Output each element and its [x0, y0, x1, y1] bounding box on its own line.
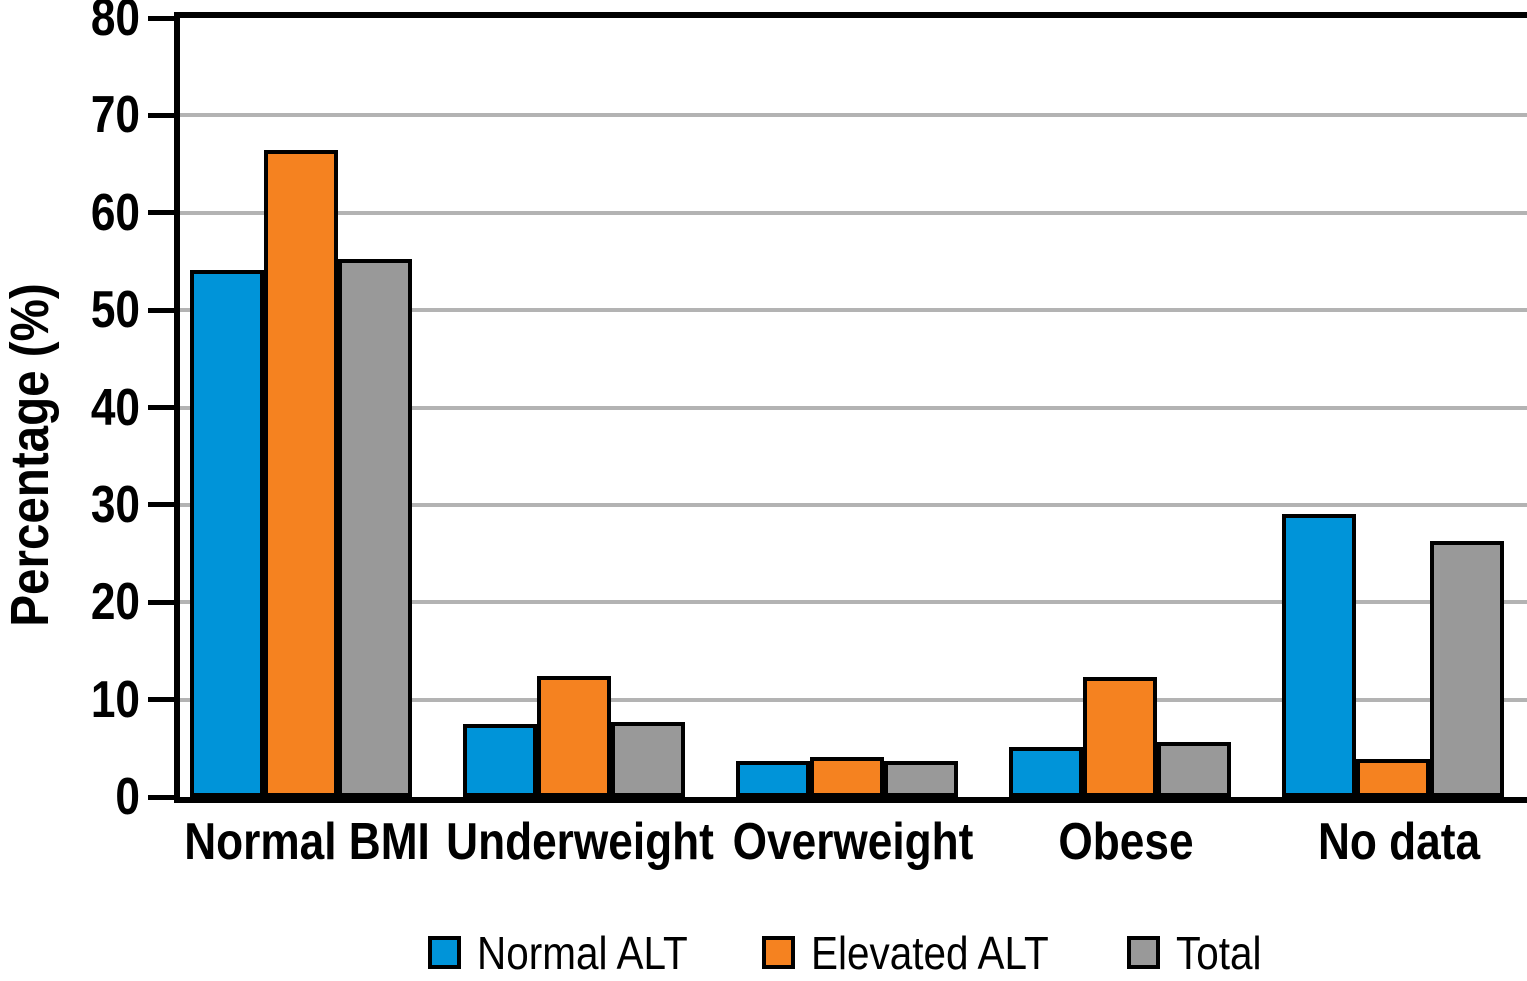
- y-tick-mark-30: [148, 502, 174, 508]
- bar-group-underweight: [463, 676, 685, 797]
- bar-elevated-alt-normal-bmi: [264, 150, 338, 797]
- gridline-60: [180, 210, 1527, 215]
- gridline-20: [180, 600, 1527, 605]
- x-label-underweight: Underweight: [446, 813, 714, 871]
- x-label-normal-bmi: Normal BMI: [184, 813, 430, 871]
- bar-total-obese: [1157, 741, 1231, 797]
- gridline-70: [180, 113, 1527, 118]
- x-label-no-data: No data: [1317, 813, 1481, 871]
- legend-item-total: Total: [1127, 930, 1273, 976]
- bar-normal-alt-underweight: [463, 723, 537, 797]
- bar-normal-alt-obese: [1009, 747, 1083, 797]
- y-tick-mark-40: [148, 405, 174, 410]
- y-tick-label-20: 20: [90, 573, 140, 632]
- bar-elevated-alt-no-data: [1356, 759, 1430, 797]
- y-tick-mark-0: [148, 794, 174, 800]
- bar-total-underweight: [611, 722, 685, 797]
- bar-normal-alt-normal-bmi: [190, 270, 264, 797]
- y-tick-label-80: 80: [90, 0, 140, 47]
- legend-label-elevated-alt: Elevated ALT: [811, 926, 1049, 979]
- y-tick-mark-10: [148, 697, 174, 703]
- y-tick-label-70: 70: [90, 86, 140, 145]
- y-tick-mark-80: [148, 15, 174, 21]
- y-tick-label-0: 0: [115, 768, 140, 826]
- bar-total-normal-bmi: [338, 258, 412, 797]
- bar-group-obese: [1009, 677, 1231, 797]
- bar-total-overweight: [884, 760, 958, 797]
- bar-elevated-alt-overweight: [810, 757, 884, 797]
- gridline-50: [180, 308, 1527, 313]
- y-tick-label-40: 40: [90, 378, 140, 437]
- legend-swatch-total: [1127, 936, 1161, 969]
- y-axis-title: Percentage (%): [0, 283, 60, 627]
- gridline-30: [180, 502, 1527, 507]
- x-label-obese: Obese: [1058, 813, 1194, 871]
- y-tick-mark-60: [148, 210, 174, 216]
- y-tick-label-50: 50: [90, 281, 140, 340]
- bar-normal-alt-overweight: [736, 760, 810, 797]
- gridline-10: [180, 697, 1527, 702]
- bar-elevated-alt-obese: [1083, 677, 1157, 797]
- legend-swatch-normal-alt: [427, 936, 461, 969]
- legend-item-elevated-alt: Elevated ALT: [762, 930, 1081, 976]
- gridline-40: [180, 405, 1527, 410]
- bar-total-no-data: [1430, 540, 1504, 797]
- legend-label-total: Total: [1176, 926, 1262, 979]
- y-tick-label-10: 10: [90, 670, 140, 729]
- y-tick-label-60: 60: [90, 183, 140, 242]
- bar-normal-alt-no-data: [1282, 513, 1356, 797]
- y-tick-mark-50: [148, 307, 174, 313]
- bar-group-normal-bmi: [190, 150, 412, 797]
- legend-swatch-elevated-alt: [762, 936, 796, 969]
- y-tick-mark-20: [148, 599, 174, 605]
- y-tick-label-30: 30: [90, 475, 140, 534]
- bar-elevated-alt-underweight: [537, 676, 611, 797]
- legend-label-normal-alt: Normal ALT: [476, 926, 688, 979]
- y-tick-mark-70: [148, 112, 174, 118]
- legend: Normal ALT Elevated ALT Total: [174, 924, 1527, 981]
- legend-item-normal-alt: Normal ALT: [427, 926, 716, 979]
- bar-group-no-data: [1282, 513, 1504, 797]
- x-label-overweight: Overweight: [732, 813, 974, 871]
- x-axis-labels: Normal BMI Underweight Overweight Obese No d…: [180, 812, 1527, 876]
- plot-area: [174, 12, 1527, 803]
- bar-group-overweight: [736, 757, 958, 797]
